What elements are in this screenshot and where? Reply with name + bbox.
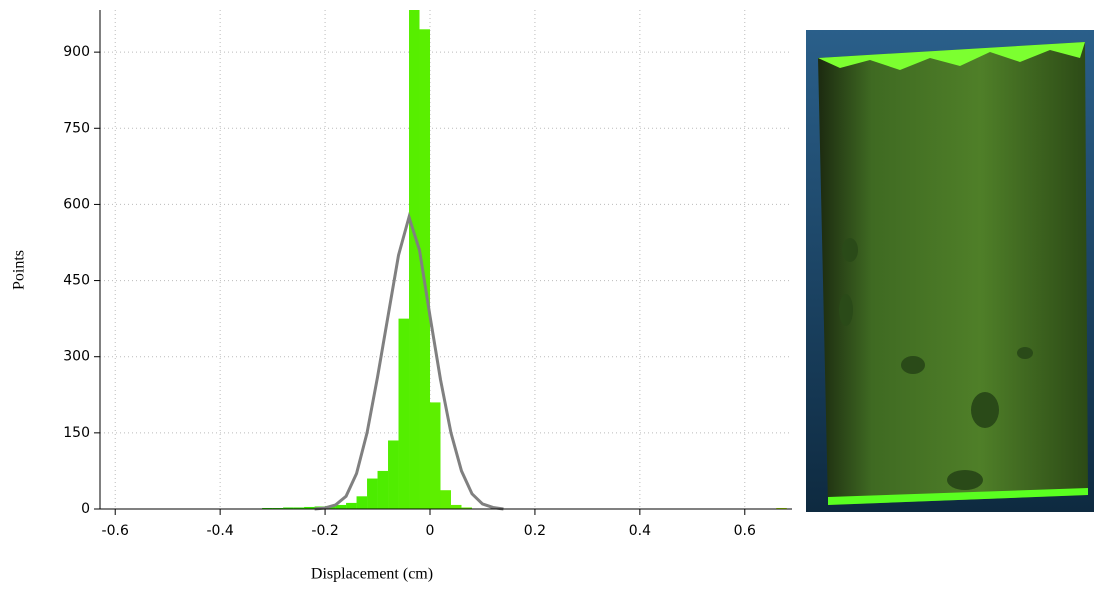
x-tick-label: -0.4: [206, 523, 233, 539]
bar: [346, 502, 357, 509]
y-axis-label: Points: [11, 250, 28, 290]
x-axis-label: Displacement (cm): [311, 566, 433, 583]
x-tick-label: 0: [426, 523, 435, 539]
y-tick-label: 450: [63, 273, 90, 289]
bar: [776, 507, 787, 509]
bar: [419, 29, 430, 510]
x-tick-label: 0.2: [524, 523, 546, 539]
bar: [429, 402, 441, 509]
bar: [398, 318, 410, 509]
bar: [440, 490, 451, 509]
bar: [367, 478, 378, 509]
y-tick-label: 900: [63, 44, 90, 60]
bar: [409, 10, 420, 509]
bar: [293, 507, 305, 509]
bar: [388, 440, 399, 509]
x-tick-label: -0.2: [311, 523, 338, 539]
bar: [272, 507, 284, 509]
x-tick-label: 0.6: [734, 523, 756, 539]
y-tick-label: 150: [63, 425, 90, 441]
x-tick-label: 0.4: [629, 523, 651, 539]
bar: [377, 470, 389, 509]
bar: [461, 507, 472, 509]
y-tick-label: 300: [63, 349, 90, 365]
y-tick-label: 0: [81, 501, 90, 517]
bar: [356, 496, 368, 509]
bar: [335, 504, 347, 509]
y-tick-label: 600: [63, 196, 90, 212]
bar: [450, 504, 462, 509]
y-tick-label: 750: [63, 120, 90, 136]
bar: [283, 507, 294, 509]
fit-curve: [314, 211, 504, 511]
bar: [304, 506, 315, 509]
x-tick-label: -0.6: [102, 523, 129, 539]
specimen-image: [806, 30, 1094, 512]
bar: [262, 507, 273, 509]
